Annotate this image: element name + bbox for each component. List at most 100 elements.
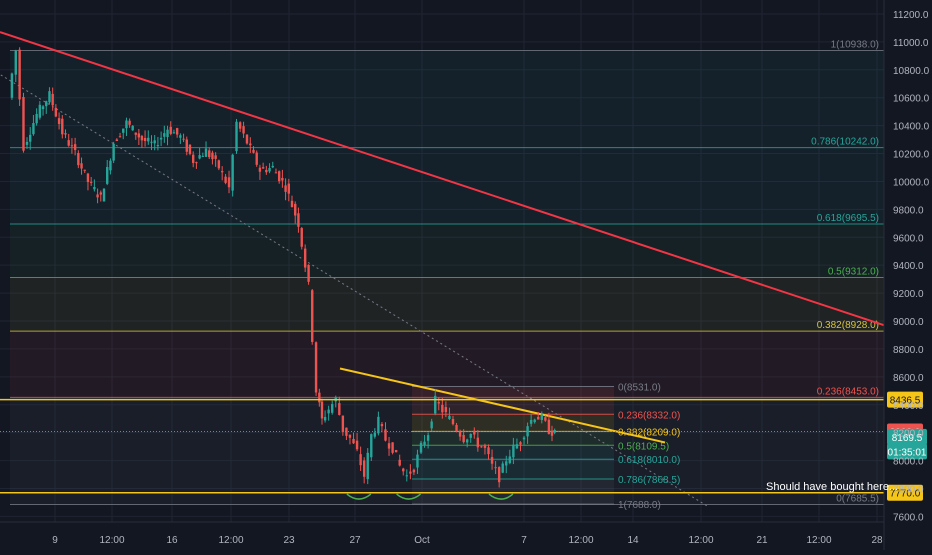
candle-body (294, 203, 297, 216)
candle-body (159, 137, 163, 140)
candle-body (553, 429, 556, 433)
fib-small-level-label: 0.236(8332.0) (618, 410, 680, 421)
fib-band (10, 397, 884, 505)
candle-body (338, 403, 341, 415)
fib-band (10, 223, 884, 278)
x-tick-label: 12:00 (99, 535, 124, 546)
candle-body (441, 404, 444, 413)
candle-body (359, 454, 362, 466)
candle-body (128, 120, 131, 125)
candle-body (89, 181, 93, 183)
candles (10, 47, 556, 500)
candle-body (156, 145, 160, 147)
info-badge (887, 443, 927, 460)
candle-body (405, 475, 409, 477)
candle-body (462, 434, 465, 443)
candle-body (38, 104, 42, 118)
info-badge-label: 8169.5 (892, 433, 923, 444)
grid (0, 0, 884, 522)
candle-body (137, 133, 141, 138)
candle-body (231, 154, 234, 191)
candle-body (32, 123, 35, 135)
candle-body (118, 136, 122, 138)
candle-body (362, 460, 366, 477)
fib-small-band (412, 459, 614, 479)
yellow-descending-trendline[interactable] (339, 367, 666, 444)
candle-body (18, 49, 21, 100)
red-downtrend-line[interactable] (0, 31, 885, 327)
candle-body (122, 128, 125, 133)
candle-body (220, 171, 224, 173)
candle-body (544, 417, 547, 421)
candle-body (93, 186, 96, 190)
bottom-marker-arc[interactable] (488, 493, 514, 500)
x-tick-label: 7 (521, 535, 527, 546)
fib-small-level-label: 0(8531.0) (618, 382, 661, 393)
y-tick-label: 9400.0 (893, 261, 924, 272)
candle-body (67, 140, 70, 146)
candle-body (465, 439, 469, 443)
annotation-text: Should have bought here... (766, 481, 898, 493)
candle-body (341, 415, 345, 432)
info-badge-label: 01:35:01 (888, 447, 927, 458)
candle-body (147, 137, 150, 142)
candle-body (303, 248, 307, 268)
candle-body (387, 443, 391, 449)
candle-body (352, 438, 355, 444)
candle-body (208, 150, 211, 158)
candle-body (45, 101, 48, 107)
candle-body (191, 154, 195, 163)
y-tick-label: 10200.0 (893, 150, 930, 161)
y-tick-label: 8800.0 (893, 345, 924, 356)
candle-body (522, 437, 526, 440)
candle-body (394, 450, 398, 453)
candle-body (287, 183, 291, 194)
y-tick-label: 8600.0 (893, 373, 924, 384)
y-tick-label: 7600.0 (893, 512, 924, 523)
candle-body (412, 469, 416, 473)
y-tick-label: 8200.0 (893, 429, 924, 440)
level-badge-label: 8436.5 (890, 396, 921, 407)
candle-body (22, 96, 25, 151)
bottom-marker-arc[interactable] (396, 493, 422, 500)
candle-body (252, 149, 255, 153)
candle-body (526, 426, 529, 437)
fib-retracement-large: 1(10938.0) 0.786(10242.0) 0.618(9695.5) 0.5… (10, 40, 884, 505)
candle-body (430, 421, 433, 429)
candle-body (281, 177, 284, 181)
y-tick-label: 8400.0 (893, 401, 924, 412)
bottom-marker-arc[interactable] (346, 493, 372, 500)
candle-body (501, 463, 504, 473)
x-tick-label: 23 (283, 535, 295, 546)
candle-body (125, 120, 128, 129)
x-tick-label: 9 (52, 535, 58, 546)
candle-body (70, 145, 74, 147)
candle-body (115, 139, 119, 142)
level-badge (887, 391, 923, 408)
candle-body (29, 134, 32, 142)
candle-body (198, 155, 201, 159)
candle-body (515, 444, 519, 449)
candle-body (423, 441, 426, 445)
level-badge-label: 7770.0 (890, 489, 921, 500)
candle-body (533, 419, 536, 423)
candle-body (35, 113, 38, 124)
candle-body (242, 126, 245, 134)
candle-body (483, 445, 487, 448)
fib-level-label: 0.618(9695.5) (817, 213, 879, 224)
dotted-trendline[interactable] (0, 49, 708, 507)
y-tick-label: 10400.0 (893, 122, 930, 133)
candle-body (331, 404, 334, 413)
candle-body (112, 143, 115, 161)
fib-level-label: 1(10938.0) (831, 40, 879, 51)
candle-body (227, 177, 231, 188)
candle-body (370, 434, 373, 458)
candle-body (345, 427, 348, 436)
y-tick-label: 8000.0 (893, 457, 924, 468)
candle-body (307, 264, 310, 282)
